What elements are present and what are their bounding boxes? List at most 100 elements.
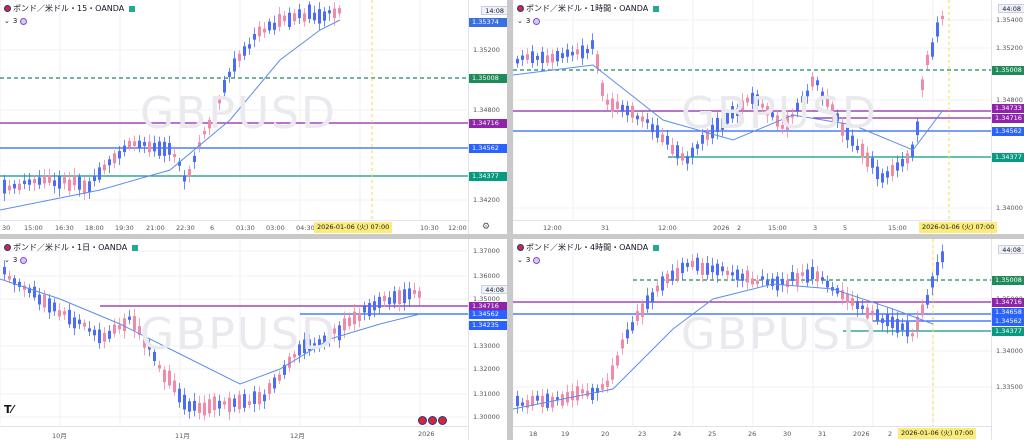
indicator-toggle[interactable]: ⌄ 3	[517, 17, 541, 25]
time-axis[interactable]: 12:00 31 12:00 2026 2 15:00 3 5 15:00 2026-01-06 …	[513, 220, 998, 234]
time-tick-label: 2	[737, 224, 742, 232]
indicator-toggle[interactable]: ⌄ 3	[4, 256, 28, 264]
price-axis[interactable]: 1.35200 1.34800 1.34200 14:08 1.35374 1.35008…	[468, 0, 507, 234]
indicator-toggle[interactable]: ⌄ 3	[4, 17, 28, 25]
candle	[53, 302, 56, 312]
candle	[323, 11, 326, 21]
time-axis[interactable]: 10月 11月 12月 2026	[0, 426, 468, 440]
countdown-badge: 44:08	[481, 285, 507, 294]
candle	[418, 291, 421, 298]
candle	[561, 394, 564, 406]
chart-title[interactable]: ポンド／米ドル・15・OANDA	[4, 3, 136, 14]
candle	[258, 26, 261, 37]
candle	[686, 156, 689, 164]
chart-title[interactable]: ポンド／米ドル・4時間・OANDA	[517, 242, 660, 253]
candle	[631, 322, 634, 331]
price-plot[interactable]	[513, 0, 991, 220]
live-status-icon	[132, 244, 139, 251]
candle	[671, 144, 674, 154]
candle	[308, 339, 311, 351]
candle	[268, 21, 271, 31]
candle	[901, 323, 904, 331]
chart-title[interactable]: ポンド／米ドル・1時間・OANDA	[517, 3, 660, 14]
candle	[173, 380, 176, 393]
candle	[751, 278, 754, 285]
chart-pane-1d[interactable]: GBPUSD ポンド／米ドル・1日・OANDA ⌄ 3 1.37000 1.360…	[0, 239, 507, 440]
time-axis[interactable]: 30 15:00 16:30 18:00 19:30 21:00 22:30 6 01:30 03…	[0, 220, 468, 234]
gbp-flag-icon	[517, 5, 524, 12]
candle	[103, 164, 106, 171]
candle	[108, 330, 111, 339]
gear-icon[interactable]: ⚙	[482, 222, 491, 232]
time-tick-label: 25	[708, 430, 717, 438]
candle	[193, 400, 196, 411]
candle	[711, 124, 714, 139]
flags-icon[interactable]	[418, 410, 448, 425]
price-level-badge: 1.35008	[992, 276, 1024, 285]
candle	[786, 280, 789, 288]
price-axis[interactable]: 1.350001.340001.3350044:081.350081.34716…	[991, 239, 1024, 440]
candle	[776, 276, 779, 291]
chart-pane-1h[interactable]: GBPUSD ポンド／米ドル・1時間・OANDA ⌄ 3 1.35400 1.35…	[513, 0, 1024, 234]
chart-pane-4h[interactable]: GBPUSD ポンド／米ドル・4時間・OANDA ⌄ 3 1.350001.34…	[513, 239, 1024, 440]
price-plot[interactable]	[0, 0, 468, 220]
candle	[253, 33, 256, 40]
candle	[263, 394, 266, 402]
candle	[796, 273, 799, 286]
candle	[83, 322, 86, 327]
candle	[313, 343, 316, 347]
candle	[333, 328, 336, 334]
candle	[846, 126, 849, 141]
indicator-toggle[interactable]: ⌄ 3	[517, 256, 541, 264]
price-plot[interactable]	[513, 239, 991, 426]
tradingview-logo[interactable]: T⁄	[4, 403, 14, 416]
candle	[208, 399, 211, 414]
candle	[731, 272, 734, 276]
candle	[721, 118, 724, 130]
candle	[223, 401, 226, 405]
candle	[891, 316, 894, 328]
price-axis[interactable]: 1.37000 1.36000 1.35000 1.33000 1.32000 1.310…	[468, 239, 507, 440]
time-tick-label: 21:00	[146, 224, 165, 232]
candle	[526, 400, 529, 408]
candle	[851, 135, 854, 146]
candle	[801, 272, 804, 276]
candle	[308, 4, 311, 19]
candle	[586, 48, 589, 54]
candle	[806, 269, 809, 283]
time-tick-label: 12:00	[543, 224, 562, 232]
countdown-badge: 44:08	[998, 245, 1024, 254]
price-level-badge: 1.34716	[469, 119, 507, 128]
moving-average-line	[513, 283, 934, 410]
candle	[273, 22, 276, 30]
candle	[791, 114, 794, 118]
price-tick-label: 1.37000	[473, 247, 500, 255]
candle	[931, 42, 934, 57]
candle	[686, 262, 689, 267]
candle	[193, 155, 196, 162]
candle	[338, 325, 341, 341]
candle	[821, 277, 824, 281]
candle	[861, 143, 864, 158]
candle	[581, 389, 584, 394]
candle	[98, 167, 101, 180]
candle	[128, 316, 131, 320]
price-tick-label: 1.35400	[996, 16, 1023, 24]
price-tick-label: 1.30000	[473, 413, 500, 421]
candle	[611, 365, 614, 380]
chart-title[interactable]: ポンド／米ドル・1日・OANDA	[4, 242, 139, 253]
price-axis[interactable]: 1.35400 1.35200 1.34800 1.34000 44:08 1.35008…	[991, 0, 1024, 234]
chart-pane-15m[interactable]: GBPUSD ポンド／米ドル・15・OANDA ⌄ 3 1.35200 1.348…	[0, 0, 507, 234]
candle	[368, 303, 371, 317]
price-plot[interactable]	[0, 239, 468, 426]
candle	[123, 145, 126, 153]
candle	[771, 278, 774, 287]
candle	[616, 101, 619, 109]
candle	[88, 181, 91, 193]
candle	[148, 344, 151, 350]
time-axis[interactable]: 1819202324252630312026232026-01-06 (火) 0…	[513, 426, 991, 440]
candle	[921, 304, 924, 316]
symbol-watermark: GBPUSD	[681, 309, 878, 360]
candle	[576, 386, 579, 401]
candle	[113, 324, 116, 334]
